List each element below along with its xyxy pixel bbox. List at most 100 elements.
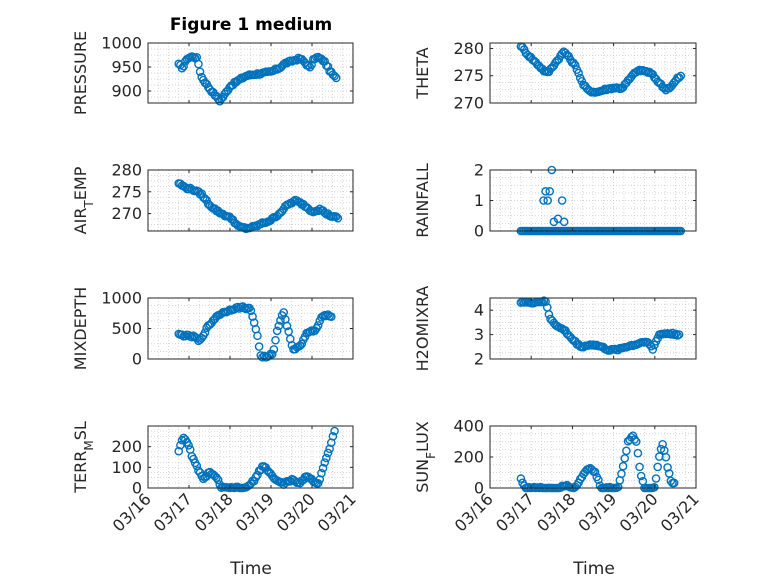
y-tick-label: 3 xyxy=(474,325,484,344)
x-tick-label: 03/17 xyxy=(150,489,196,535)
data-point xyxy=(539,296,549,305)
x-tick-label: 03/20 xyxy=(616,489,662,535)
data-point xyxy=(194,59,203,69)
data-point xyxy=(633,448,643,458)
data-point xyxy=(200,328,210,337)
y-tick-label: 280 xyxy=(111,161,142,180)
data-point xyxy=(313,321,323,330)
y-tick-label: 2 xyxy=(474,350,484,369)
data-point xyxy=(545,187,555,196)
data-point xyxy=(179,61,188,71)
data-point xyxy=(671,329,681,339)
y-axis-label: H2OMIXRA xyxy=(413,286,432,372)
data-point xyxy=(192,461,202,471)
axes-theta: 270 275 280 THETA xyxy=(413,39,697,113)
data-point xyxy=(663,463,672,472)
data-point xyxy=(322,453,331,463)
y-tick-label: 0 xyxy=(132,350,142,369)
axes-box xyxy=(489,42,697,104)
axes-box xyxy=(147,425,354,489)
data-point xyxy=(187,332,197,342)
data-point xyxy=(658,439,667,449)
y-tick-label: 0 xyxy=(474,222,484,241)
y-tick-label: 400 xyxy=(453,417,484,436)
x-tick-label: 03/19 xyxy=(574,489,620,535)
axes-terr_msl: 03/1603/1703/1803/1903/2003/210100200TER… xyxy=(71,421,360,535)
data-point xyxy=(195,67,205,77)
data-point xyxy=(594,475,603,485)
x-tick-label: 03/19 xyxy=(232,489,278,535)
y-tick-label: 500 xyxy=(111,319,142,338)
data-point xyxy=(330,71,339,81)
data-point xyxy=(516,474,526,483)
data-point xyxy=(590,467,600,477)
figure-title: Figure 1 medium xyxy=(170,15,332,35)
y-tick-label: 1000 xyxy=(101,34,142,53)
y-axis-label: PRESSURE xyxy=(71,31,90,115)
data-point xyxy=(331,73,341,83)
data-point xyxy=(622,446,631,456)
data-point xyxy=(323,448,333,458)
y-axis-label: THETA xyxy=(413,47,432,99)
axes-mixdepth: 0 500 1000 MIXDEPTH xyxy=(71,287,354,370)
data-point xyxy=(650,482,659,492)
data-point xyxy=(320,458,330,467)
y-tick-label: 280 xyxy=(453,39,484,58)
y-axis-label: RAINFALL xyxy=(413,163,432,238)
data-point xyxy=(618,461,628,471)
y-tick-label: 0 xyxy=(474,479,484,498)
y-tick-label: 100 xyxy=(111,458,142,477)
data-point xyxy=(254,342,264,351)
data-point xyxy=(274,321,284,331)
y-tick-label: 1 xyxy=(474,191,484,210)
data-point xyxy=(271,335,280,345)
data-point xyxy=(328,432,338,441)
axes-h2omixra: 2 3 4 H2OMIXRA xyxy=(413,286,697,372)
data-point xyxy=(246,306,256,315)
data-point xyxy=(313,478,323,488)
y-tick-label: 2 xyxy=(474,161,484,180)
y-axis-label: MIXDEPTH xyxy=(71,287,90,370)
data-point xyxy=(177,435,187,445)
data-point xyxy=(330,426,339,436)
x-tick-label: 03/18 xyxy=(191,489,237,535)
data-point xyxy=(674,330,684,339)
data-point xyxy=(651,474,661,483)
y-tick-label: 1000 xyxy=(101,289,142,308)
data-point xyxy=(269,345,279,354)
data-point xyxy=(213,475,223,485)
data-point xyxy=(641,66,651,76)
y-tick-label: 270 xyxy=(111,204,142,223)
y-tick-label: 270 xyxy=(453,94,484,113)
left-xlabel: Time xyxy=(229,559,272,579)
data-point xyxy=(648,345,658,354)
y-tick-label: 4 xyxy=(474,301,484,320)
axes-sun_flux: 03/1603/1703/1803/1903/2003/210200400SUN… xyxy=(413,417,703,536)
y-axis-label: AIRTEMP xyxy=(71,166,96,234)
data-point xyxy=(559,217,569,227)
data-point xyxy=(539,196,548,205)
right-xlabel: Time xyxy=(572,559,615,579)
axes-box xyxy=(147,169,354,232)
axes-rainfall: 0 1 2 RAINFALL xyxy=(413,161,697,241)
data-point xyxy=(333,213,343,223)
axes-box xyxy=(489,297,697,360)
axes-pressure: 900 950 1000 PRESSURE xyxy=(71,31,354,115)
data-point xyxy=(676,71,686,81)
data-point xyxy=(570,60,580,70)
data-point xyxy=(325,444,334,454)
data-point xyxy=(631,437,641,446)
y-axis-label: SUNFLUX xyxy=(413,421,438,493)
data-point xyxy=(331,212,341,221)
data-point xyxy=(574,68,583,78)
data-point xyxy=(248,312,257,321)
data-point xyxy=(184,441,193,450)
data-point xyxy=(541,187,550,196)
data-point xyxy=(636,471,646,481)
y-tick-label: 0 xyxy=(132,479,142,498)
data-point xyxy=(635,462,644,472)
x-tick-label: 03/21 xyxy=(657,489,703,535)
data-point xyxy=(661,452,671,462)
data-point xyxy=(272,326,282,336)
